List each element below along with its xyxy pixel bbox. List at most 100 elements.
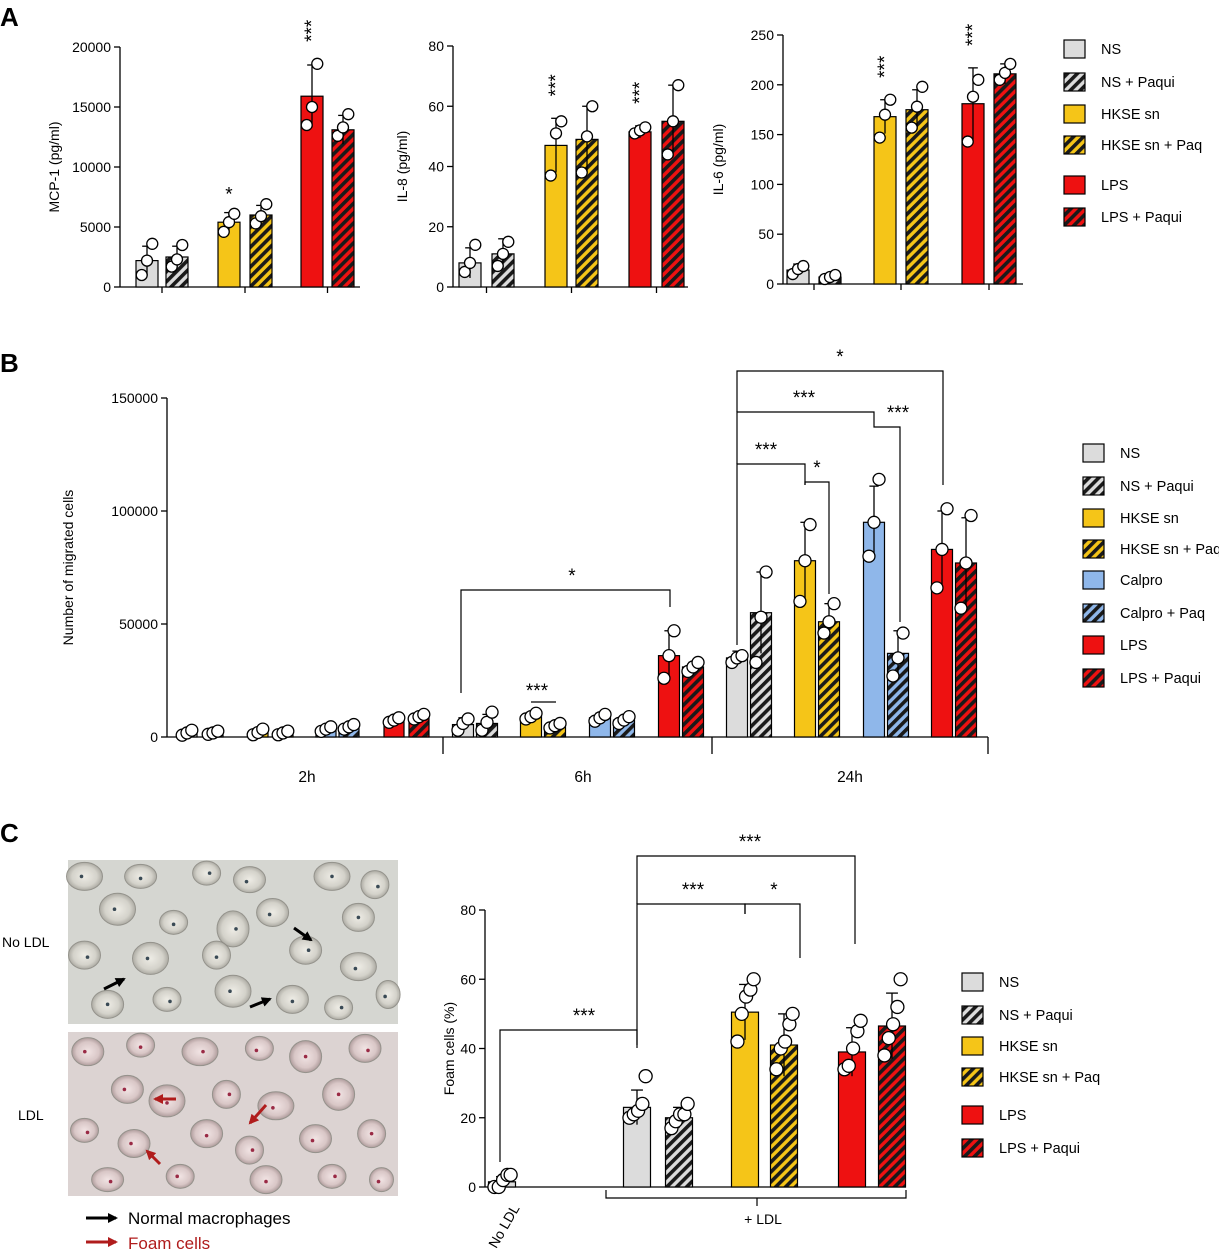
data-point bbox=[176, 238, 189, 252]
data-point bbox=[797, 259, 810, 273]
data-point bbox=[342, 108, 355, 121]
data-point bbox=[930, 581, 944, 595]
data-point bbox=[845, 1041, 861, 1056]
micrograph-label-ldl: LDL bbox=[18, 1107, 44, 1123]
y-tick-label: 0 bbox=[103, 279, 111, 295]
cell bbox=[299, 1124, 332, 1154]
legend-item-ns: NS bbox=[1082, 443, 1140, 463]
legend-label: LPS bbox=[1120, 638, 1147, 654]
significance-bracket bbox=[873, 425, 901, 622]
bar-lps bbox=[628, 131, 652, 288]
legend-swatch bbox=[1063, 175, 1086, 195]
data-point bbox=[458, 265, 471, 279]
legend-item-lps: LPS bbox=[1063, 175, 1128, 195]
data-point bbox=[555, 115, 568, 128]
legend-foam-cells: Foam cells bbox=[128, 1234, 210, 1253]
data-point bbox=[777, 1034, 793, 1049]
y-tick-label: 10000 bbox=[72, 159, 111, 175]
foam-cell-arrow bbox=[145, 1149, 162, 1166]
cell bbox=[202, 940, 231, 970]
cell bbox=[289, 1040, 323, 1074]
cell bbox=[339, 952, 377, 982]
significance-hkse-sn: * bbox=[225, 185, 233, 206]
cell bbox=[152, 986, 182, 1012]
significance-lps: *** bbox=[963, 23, 984, 46]
data-point bbox=[260, 198, 273, 211]
ldl-group-bracket bbox=[605, 1190, 907, 1199]
significance-bracket bbox=[499, 1029, 638, 1162]
significance-ns-vs-hkse: *** bbox=[682, 880, 705, 901]
data-point bbox=[170, 253, 184, 266]
data-point bbox=[886, 669, 900, 683]
significance-bracket bbox=[744, 903, 801, 958]
legend-item-lps: LPS bbox=[961, 1105, 1026, 1125]
legend-item-hkse-sn-plus-paq: HKSE sn + Paq bbox=[1063, 135, 1202, 155]
legend-swatch bbox=[1082, 539, 1105, 559]
cell bbox=[165, 1163, 195, 1189]
legend-label: HKSE sn + Paq bbox=[1101, 138, 1202, 154]
y-tick-label: 80 bbox=[460, 902, 476, 918]
data-point bbox=[662, 648, 676, 663]
cell bbox=[68, 940, 101, 970]
legend-swatch bbox=[1063, 135, 1086, 155]
legend-label: HKSE sn + Paq bbox=[999, 1070, 1100, 1086]
legend-label: NS + Paqui bbox=[1101, 75, 1175, 91]
legend-label: Calpro bbox=[1120, 573, 1163, 589]
bar-lps-plus-paqui bbox=[993, 73, 1017, 285]
data-point bbox=[905, 121, 918, 134]
significance-bracket bbox=[804, 481, 830, 594]
data-point bbox=[549, 127, 563, 140]
legend-label: NS + Paqui bbox=[1120, 479, 1194, 495]
significance-lps: *** bbox=[630, 81, 651, 104]
data-point bbox=[734, 1006, 749, 1022]
data-point bbox=[885, 1017, 901, 1032]
data-point bbox=[841, 1058, 856, 1073]
cell bbox=[211, 1079, 241, 1109]
data-point bbox=[503, 1167, 518, 1183]
y-tick-label: 20000 bbox=[72, 39, 111, 55]
data-point bbox=[496, 247, 510, 261]
data-point bbox=[336, 121, 350, 134]
data-point bbox=[872, 472, 886, 487]
y-tick-label: 15000 bbox=[72, 99, 111, 115]
cell bbox=[124, 863, 158, 889]
legend-swatch bbox=[1082, 508, 1105, 528]
x-tick-label-24h: 24h bbox=[837, 769, 863, 786]
significance-bracket bbox=[636, 855, 856, 944]
cell bbox=[235, 1135, 264, 1165]
legend-item-ns-plus-paqui: NS + Paqui bbox=[961, 1005, 1073, 1025]
data-point bbox=[485, 705, 499, 719]
data-point bbox=[829, 268, 842, 282]
significance-hkse-vs-hkse-paq-24h: * bbox=[813, 458, 821, 479]
legend-item-ns-plus-paqui: NS + Paqui bbox=[1082, 476, 1194, 496]
x-tick-label-2h: 2h bbox=[298, 769, 315, 786]
cell bbox=[99, 892, 136, 926]
micrograph-label-no-ldl: No LDL bbox=[2, 934, 50, 950]
data-point bbox=[803, 517, 817, 532]
cell bbox=[71, 1037, 105, 1067]
cell bbox=[249, 1165, 283, 1195]
significance-hkse-sn: *** bbox=[875, 55, 896, 78]
bar-hkse-sn-plus-paq bbox=[905, 109, 929, 285]
data-point bbox=[598, 707, 612, 722]
legend-item-ns: NS bbox=[1063, 39, 1121, 59]
cell bbox=[91, 1167, 125, 1193]
legend-swatch bbox=[1082, 635, 1105, 655]
cell bbox=[190, 1119, 224, 1149]
data-point bbox=[146, 237, 159, 250]
micrograph-no-ldl bbox=[66, 860, 401, 1024]
cell bbox=[192, 860, 222, 886]
data-point bbox=[211, 724, 225, 738]
data-point bbox=[256, 722, 270, 736]
cell bbox=[244, 1035, 274, 1061]
legend-label: LPS bbox=[1101, 178, 1128, 194]
cell bbox=[348, 1033, 382, 1063]
data-point bbox=[878, 108, 892, 121]
data-point bbox=[961, 135, 974, 148]
y-tick-label: 150 bbox=[751, 127, 775, 143]
data-point bbox=[324, 720, 338, 734]
legend-label: HKSE sn bbox=[1101, 107, 1160, 123]
data-point bbox=[672, 79, 685, 92]
data-point bbox=[769, 1062, 784, 1077]
